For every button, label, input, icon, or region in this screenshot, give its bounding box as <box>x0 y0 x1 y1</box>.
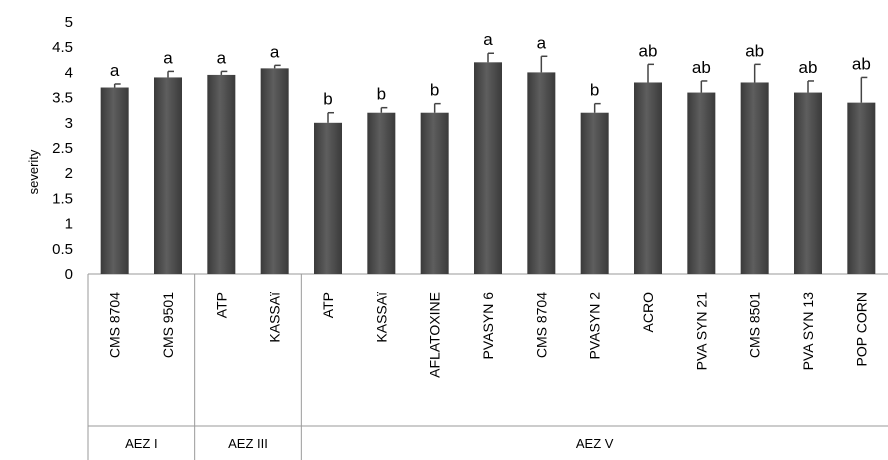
category-label: PVASYN 6 <box>480 292 496 360</box>
group-label: AEZ V <box>576 436 614 451</box>
group-labels: AEZ I AEZ III AEZ V <box>125 436 614 451</box>
significance-letter: b <box>323 90 332 109</box>
y-tick-label: 3 <box>65 115 73 132</box>
y-tick-label: 0 <box>65 266 73 283</box>
y-tick-label: 4 <box>65 64 73 81</box>
significance-letter: a <box>537 33 547 52</box>
y-axis-ticks: 0 0.5 1 1.5 2 2.5 3 3.5 4 4.5 5 <box>52 14 73 283</box>
bar <box>581 113 609 274</box>
bar <box>687 93 715 274</box>
category-label: ATP <box>320 292 336 318</box>
bar <box>474 62 502 274</box>
bar <box>634 82 662 274</box>
significance-letter: a <box>483 30 493 49</box>
bar <box>154 77 182 274</box>
significance-letter: b <box>430 81 439 100</box>
category-label: AFLATOXINE <box>427 292 443 378</box>
y-axis-label: severity <box>26 149 41 194</box>
category-label: KASSAï <box>267 292 283 343</box>
y-tick-label: 3.5 <box>52 90 73 107</box>
category-labels: CMS 8704 CMS 9501 ATP KASSAï ATP KASSAï AFLATO… <box>107 292 870 378</box>
category-label: PVA SYN 13 <box>800 292 816 371</box>
category-label: CMS 8704 <box>107 292 123 358</box>
significance-letter: b <box>590 81 599 100</box>
bar <box>847 103 875 274</box>
category-label: CMS 8704 <box>533 292 549 358</box>
category-label: CMS 9501 <box>160 292 176 358</box>
bar <box>314 123 342 274</box>
y-tick-label: 2.5 <box>52 140 73 157</box>
y-tick-label: 1 <box>65 216 73 233</box>
y-tick-label: 0.5 <box>52 241 73 258</box>
significance-letter: a <box>110 61 120 80</box>
y-tick-label: 1.5 <box>52 190 73 207</box>
bar <box>794 93 822 274</box>
bar <box>261 68 289 274</box>
y-tick-label: 2 <box>65 165 73 182</box>
bar <box>101 88 129 274</box>
group-label: AEZ I <box>125 436 158 451</box>
significance-letter: ab <box>692 58 711 77</box>
category-label: ATP <box>213 292 229 318</box>
significance-letter: a <box>217 48 227 67</box>
bar <box>527 72 555 274</box>
bar <box>207 75 235 274</box>
bar <box>367 113 395 274</box>
significance-letter: ab <box>852 54 871 73</box>
category-label: PVA SYN 21 <box>693 292 709 371</box>
category-label: ACRO <box>640 292 656 333</box>
bar <box>741 82 769 274</box>
bar <box>421 113 449 274</box>
significance-letter: ab <box>639 41 658 60</box>
bars <box>101 62 876 274</box>
significance-letter: ab <box>745 41 764 60</box>
y-tick-label: 4.5 <box>52 39 73 56</box>
category-label: CMS 8501 <box>747 292 763 358</box>
significance-letter: b <box>377 85 386 104</box>
y-tick-label: 5 <box>65 14 73 31</box>
significance-letter: a <box>163 48 173 67</box>
significance-letter: ab <box>799 58 818 77</box>
category-label: POP CORN <box>853 292 869 366</box>
category-label: KASSAï <box>373 292 389 343</box>
category-label: PVASYN 2 <box>587 292 603 360</box>
group-label: AEZ III <box>228 436 268 451</box>
significance-letter: a <box>270 42 280 61</box>
